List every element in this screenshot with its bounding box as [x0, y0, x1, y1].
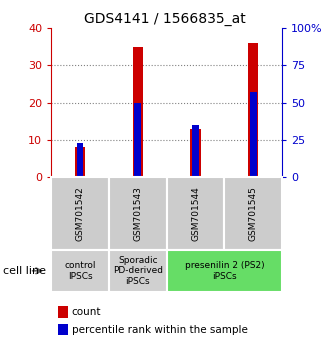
Text: GSM701543: GSM701543	[133, 186, 142, 241]
Text: cell line: cell line	[3, 266, 46, 276]
Text: GSM701542: GSM701542	[76, 186, 84, 241]
Text: GSM701545: GSM701545	[249, 186, 258, 241]
Bar	[75, 147, 85, 177]
Bar	[190, 129, 201, 177]
Bar	[134, 103, 141, 177]
Text: Sporadic
PD-derived
iPSCs: Sporadic PD-derived iPSCs	[113, 256, 163, 286]
Bar	[224, 177, 282, 250]
Text: GSM701544: GSM701544	[191, 186, 200, 241]
Bar	[167, 250, 282, 292]
Bar	[133, 47, 143, 177]
Bar	[77, 143, 83, 177]
Text: count: count	[72, 307, 101, 317]
Text: percentile rank within the sample: percentile rank within the sample	[72, 325, 248, 335]
Text: GDS4141 / 1566835_at: GDS4141 / 1566835_at	[84, 12, 246, 27]
Bar	[109, 177, 167, 250]
Bar	[167, 177, 224, 250]
Text: control
IPSCs: control IPSCs	[64, 261, 96, 280]
Bar	[51, 177, 109, 250]
Bar	[109, 250, 167, 292]
Text: presenilin 2 (PS2)
iPSCs: presenilin 2 (PS2) iPSCs	[184, 261, 264, 280]
Bar	[250, 92, 257, 177]
Bar	[51, 250, 109, 292]
Bar	[192, 125, 199, 177]
Bar	[248, 43, 258, 177]
